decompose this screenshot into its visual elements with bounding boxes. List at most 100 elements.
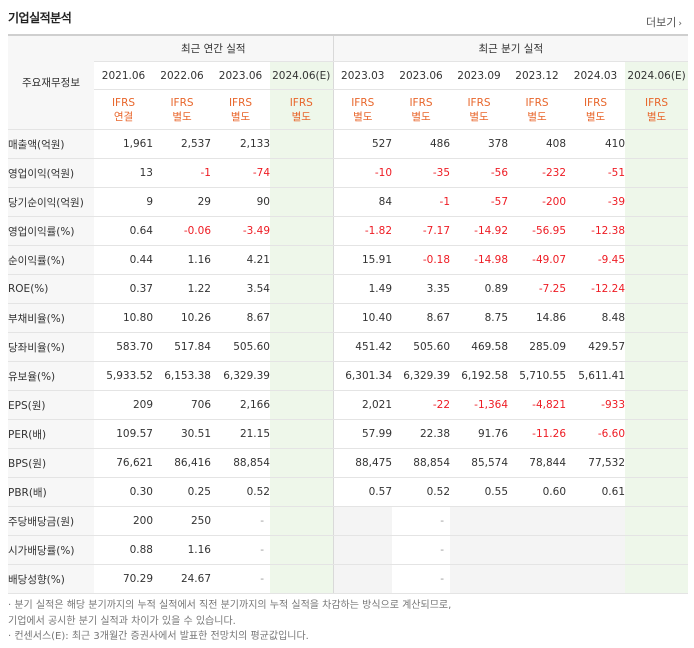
table-cell: 86,416 [153, 448, 211, 478]
table-cell [625, 129, 689, 159]
table-cell: 109.57 [94, 419, 153, 449]
standard-header: IFRS 연결 [94, 89, 153, 130]
table-cell: -1 [153, 158, 211, 188]
table-row: PER(배) 109.57 30.51 21.15 57.99 22.38 91.76 -11… [8, 419, 689, 449]
table-cell: 5,710.55 [508, 361, 567, 391]
standard-basis: 별도 [172, 110, 192, 123]
table-cell: -7.25 [508, 274, 567, 304]
table-cell: 29 [153, 187, 211, 217]
table-row: 매출액(억원) 1,961 2,537 2,133 527 486 378 408 410 [8, 129, 689, 159]
annual-group-header: 최근 연간 실적 [94, 34, 334, 62]
period-header-row: 2021.06 2022.06 2023.06 2024.06(E) 2023.03 20… [8, 61, 689, 90]
table-cell: 3.54 [211, 274, 270, 304]
table-cell: - [211, 506, 270, 536]
table-cell: -74 [211, 158, 270, 188]
row-label: 매출액(억원) [8, 129, 94, 159]
table-cell: 24.67 [153, 564, 211, 594]
standard-name: IFRS [351, 96, 375, 109]
table-cell: 14.86 [508, 303, 567, 333]
table-cell [270, 245, 334, 275]
table-cell [625, 361, 689, 391]
table-row: 부채비율(%) 10.80 10.26 8.67 10.40 8.67 8.75 14.86 8… [8, 303, 689, 333]
table-cell [625, 448, 689, 478]
table-cell: 22.38 [392, 419, 451, 449]
chevron-right-icon: › [678, 19, 682, 29]
table-cell: 13 [94, 158, 153, 188]
table-cell: 6,329.39 [211, 361, 270, 391]
table-row: PBR(배) 0.30 0.25 0.52 0.57 0.52 0.55 0.60 0.61 [8, 477, 689, 507]
table-cell [508, 564, 567, 594]
table-cell: 583.70 [94, 332, 153, 362]
period-header: 2021.06 [94, 61, 153, 90]
row-label: PBR(배) [8, 477, 94, 507]
footnotes: · 분기 실적은 해당 분기까지의 누적 실적에서 직전 분기까지의 누적 실적… [8, 598, 451, 645]
table-cell: 8.67 [211, 303, 270, 333]
table-cell: 9 [94, 187, 153, 217]
table-cell [625, 187, 689, 217]
table-cell: -11.26 [508, 419, 567, 449]
period-header: 2023.12 [508, 61, 567, 90]
table-cell [270, 535, 334, 565]
table-cell [625, 506, 689, 536]
table-cell: - [211, 564, 270, 594]
table-cell: 57.99 [333, 419, 393, 449]
table-cell: 0.60 [508, 477, 567, 507]
table-cell: 1.22 [153, 274, 211, 304]
table-cell: -56.95 [508, 216, 567, 246]
standard-basis: 별도 [230, 110, 251, 123]
table-cell: 0.37 [94, 274, 153, 304]
table-cell: -49.07 [508, 245, 567, 275]
more-label[interactable]: 더보기 [646, 16, 677, 29]
table-cell: 0.55 [450, 477, 509, 507]
table-cell [625, 564, 689, 594]
table-cell: 1.16 [153, 535, 211, 565]
table-cell [566, 506, 626, 536]
table-cell: 10.80 [94, 303, 153, 333]
table-cell: 0.89 [450, 274, 509, 304]
table-cell: 527 [333, 129, 393, 159]
table-cell: 378 [450, 129, 509, 159]
footnote-line: · 분기 실적은 해당 분기까지의 누적 실적에서 직전 분기까지의 누적 실적… [8, 600, 452, 611]
table-cell: 2,166 [211, 390, 270, 420]
table-cell: 285.09 [508, 332, 567, 362]
table-cell: 2,537 [153, 129, 211, 159]
table-cell: 706 [153, 390, 211, 420]
table-cell: 486 [392, 129, 451, 159]
standard-header: IFRS 별도 [566, 89, 626, 130]
standard-basis: 별도 [585, 110, 606, 123]
table-cell: -232 [508, 158, 567, 188]
standard-basis: 별도 [527, 110, 547, 123]
period-header: 2024.06(E) [625, 61, 689, 90]
table-cell: 8.67 [392, 303, 451, 333]
row-label: ROE(%) [8, 274, 94, 304]
table-cell [625, 303, 689, 333]
more-link[interactable]: 더보기 › [646, 14, 682, 30]
standard-header: IFRS 별도 [625, 89, 689, 130]
table-row: 시가배당률(%) 0.88 1.16- - [8, 535, 689, 565]
table-cell: - [392, 564, 451, 594]
standard-name: IFRS [289, 96, 313, 109]
table-cell [566, 535, 626, 565]
table-cell [333, 564, 393, 594]
table-cell: 505.60 [211, 332, 270, 362]
footnote-line: 기업에서 공시한 분기 실적과 차이가 있을 수 있습니다. [8, 615, 236, 627]
table-cell: 76,621 [94, 448, 153, 478]
table-cell [625, 245, 689, 275]
footnote-line: · 컨센서스(E): 최근 3개월간 증권사에서 발표한 전망치의 평균값입니다… [8, 631, 309, 642]
standard-name: IFRS [525, 96, 549, 109]
table-cell: -200 [508, 187, 567, 217]
table-cell: -57 [450, 187, 509, 217]
table-cell: 469.58 [450, 332, 509, 362]
table-cell: 10.40 [333, 303, 393, 333]
standard-header: IFRS 별도 [333, 89, 393, 130]
table-cell: 8.48 [566, 303, 626, 333]
table-row: 순이익률(%) 0.44 1.16 4.21 15.91 -0.18 -14.98 -49.0… [8, 245, 689, 275]
table-cell: 0.57 [333, 477, 393, 507]
table-cell [450, 535, 509, 565]
table-row: 영업이익률(%) 0.64 -0.06 -3.49 -1.82 -7.17 -14.92 -5… [8, 216, 689, 246]
period-header: 2024.03 [566, 61, 626, 90]
table-cell: 2,021 [333, 390, 393, 420]
table-row: BPS(원) 76,621 86,416 88,854 88,475 88,854 85,5… [8, 448, 689, 478]
table-cell: 0.64 [94, 216, 153, 246]
